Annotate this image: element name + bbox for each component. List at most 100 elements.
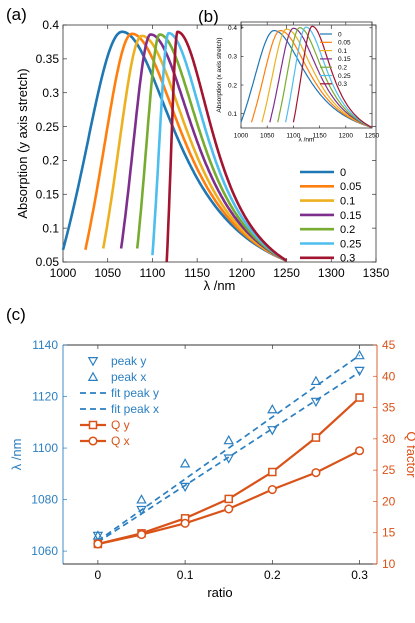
data-point-Q y [311, 433, 321, 442]
series-line-0.3 [292, 25, 373, 128]
x-axis-label: ratio [207, 585, 232, 600]
plot-frame [62, 24, 377, 263]
x-tick-label: 1100 [286, 133, 300, 140]
y-tick-label: 0.4 [228, 25, 237, 32]
data-point-Q x [224, 504, 234, 514]
y-tick-label: 0.1 [228, 111, 237, 118]
data-point-peak x [179, 458, 191, 468]
data-point-Q x [267, 484, 277, 495]
y-tick-label: 0.3 [228, 54, 237, 61]
chart-c: 0 0.1 0.2 0.3 1060 1080 1100 1120 1140 10 15 20 25 30… [9, 338, 415, 600]
data-point-Q x [136, 530, 147, 540]
x-tick-label: 1300 [318, 266, 345, 280]
legend-label: 0.2 [340, 224, 355, 236]
y-tick-label: 0.2 [228, 82, 237, 89]
y-axis-label: λ /nm [9, 439, 24, 471]
legend-marker-Q y [88, 420, 98, 430]
y2-tick-label: 40 [382, 369, 396, 383]
series-line-0.15 [269, 27, 373, 128]
legend-label: 0.3 [338, 81, 347, 88]
panel-label-b: (b) [198, 7, 219, 26]
legend-label: 0.3 [340, 253, 355, 265]
series-line-0.25 [151, 31, 288, 262]
y-tick-label: 1060 [31, 544, 58, 558]
x-tick-label: 1150 [184, 266, 210, 280]
legend-label: 0.1 [338, 48, 347, 55]
data-point-Q x [180, 518, 190, 528]
y2-tick-label: 15 [382, 526, 396, 540]
legend-label: 0.15 [338, 56, 351, 63]
y2-tick-label: 25 [382, 463, 396, 477]
legend-label: peak y [111, 354, 146, 368]
data-point-Q x [311, 468, 321, 478]
x-tick-label: 1100 [140, 266, 166, 280]
legend-label: fit peak x [111, 402, 159, 416]
y-tick-label: 1140 [32, 338, 58, 352]
y-tick-label: 0.05 [36, 255, 60, 269]
legend-label: 0.2 [338, 64, 347, 71]
y-tick-label: 1100 [32, 441, 58, 455]
data-point-Q y [355, 393, 364, 402]
series-line-0.05 [250, 30, 373, 128]
data-point-peak y [136, 505, 147, 516]
data-point-peak x [136, 494, 147, 504]
x-tick-label: 0 [95, 568, 102, 582]
legend-marker-Q x [88, 436, 98, 446]
x-tick-label: 1050 [94, 266, 121, 280]
y-tick-label: 1080 [31, 493, 58, 507]
data-point-Q y [268, 467, 277, 477]
legend-label: 0.25 [338, 73, 351, 80]
x-tick-label: 1200 [339, 133, 354, 140]
chart-a: 1000 1050 1100 1150 1200 1250 1300 13500.050.10… [15, 18, 390, 293]
legend-label: 0.05 [338, 40, 351, 47]
y-tick-label: 0.3 [42, 86, 59, 100]
data-point-Q y [224, 494, 233, 504]
plot-frame [240, 21, 373, 129]
legend-label: Q y [111, 418, 130, 432]
legend-label: 0.1 [340, 195, 355, 207]
x-tick-label: 1250 [365, 133, 380, 140]
chart-b: 1000 1050 1100 1150 1200 1250 0.1 0.2 0.3 0.4 λ /n… [216, 21, 380, 144]
y-axis-label: Absorption (y axis stretch) [15, 68, 30, 218]
y-tick-label: 0.1 [42, 221, 59, 235]
x-tick-label: 1350 [363, 266, 390, 280]
data-point-peak x [92, 530, 104, 540]
x-tick-label: 0.3 [351, 568, 368, 582]
legend-label: 0 [340, 167, 346, 179]
x-tick-label: 1250 [273, 266, 300, 280]
legend-label: fit peak y [111, 386, 159, 400]
x-tick-label: 1150 [313, 133, 327, 140]
x-tick-label: 0.1 [177, 568, 194, 582]
legend-label: 0.15 [340, 210, 361, 222]
x-tick-label: 1200 [229, 266, 256, 280]
y-tick-label: 0.4 [42, 18, 59, 32]
y-tick-label: 1120 [32, 390, 58, 404]
legend-label: peak x [111, 370, 146, 384]
x-tick-label: 1000 [234, 133, 249, 140]
y2-tick-label: 30 [382, 432, 396, 446]
y2-tick-label: 20 [382, 494, 396, 508]
series-line-fit peak y [97, 371, 361, 543]
series-line-fit peak x [97, 354, 361, 542]
data-point-peak x [310, 375, 322, 386]
y-tick-label: 0.25 [36, 120, 60, 134]
y2-tick-label: 35 [382, 401, 396, 415]
data-point-peak y [354, 366, 365, 377]
data-point-peak x [223, 434, 234, 445]
legend-label: 0.25 [340, 238, 361, 250]
series-line-0.05 [84, 32, 288, 262]
y-axis-label: Absorption (x axis stretch) [216, 37, 223, 112]
legend-marker-peak x [87, 371, 99, 381]
panel-label-c: (c) [6, 305, 26, 324]
x-axis-label: λ /nm [299, 137, 315, 144]
legend-label: 0.05 [340, 181, 361, 193]
data-point-Q x [93, 539, 103, 549]
x-tick-label: 1000 [50, 266, 77, 280]
panel-label-a: (a) [6, 5, 27, 24]
series-line-0.1 [261, 28, 373, 128]
legend-label: Q x [111, 434, 130, 448]
x-tick-label: 1050 [260, 133, 275, 140]
legend-marker-peak y [87, 357, 99, 367]
legend-label: 0 [338, 31, 342, 38]
